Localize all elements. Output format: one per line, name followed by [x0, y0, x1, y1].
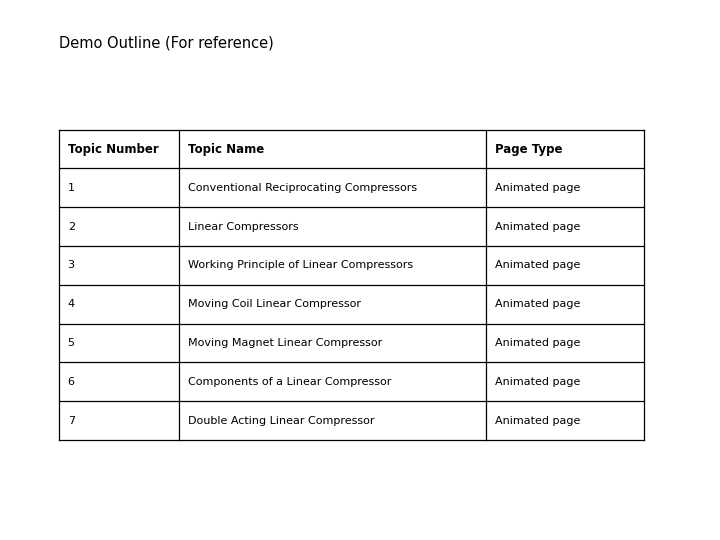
Text: 2: 2 [68, 221, 75, 232]
Text: Double Acting Linear Compressor: Double Acting Linear Compressor [188, 416, 374, 426]
Text: Animated page: Animated page [495, 299, 580, 309]
Text: Linear Compressors: Linear Compressors [188, 221, 298, 232]
Text: Animated page: Animated page [495, 377, 580, 387]
Text: 3: 3 [68, 260, 75, 271]
Text: Components of a Linear Compressor: Components of a Linear Compressor [188, 377, 391, 387]
Text: 6: 6 [68, 377, 75, 387]
Text: Topic Name: Topic Name [188, 143, 264, 156]
Text: 1: 1 [68, 183, 75, 193]
Text: Demo Outline (For reference): Demo Outline (For reference) [59, 35, 274, 50]
Text: 7: 7 [68, 416, 75, 426]
Text: Page Type: Page Type [495, 143, 562, 156]
Text: Animated page: Animated page [495, 221, 580, 232]
Text: Animated page: Animated page [495, 260, 580, 271]
Text: Moving Coil Linear Compressor: Moving Coil Linear Compressor [188, 299, 361, 309]
Text: Moving Magnet Linear Compressor: Moving Magnet Linear Compressor [188, 338, 382, 348]
Text: 4: 4 [68, 299, 75, 309]
Text: Animated page: Animated page [495, 183, 580, 193]
Text: Animated page: Animated page [495, 416, 580, 426]
Text: 5: 5 [68, 338, 75, 348]
Text: Topic Number: Topic Number [68, 143, 158, 156]
Text: Animated page: Animated page [495, 338, 580, 348]
Text: Working Principle of Linear Compressors: Working Principle of Linear Compressors [188, 260, 413, 271]
Text: Conventional Reciprocating Compressors: Conventional Reciprocating Compressors [188, 183, 417, 193]
